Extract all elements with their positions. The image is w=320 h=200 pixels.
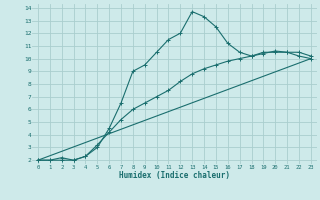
X-axis label: Humidex (Indice chaleur): Humidex (Indice chaleur) xyxy=(119,171,230,180)
